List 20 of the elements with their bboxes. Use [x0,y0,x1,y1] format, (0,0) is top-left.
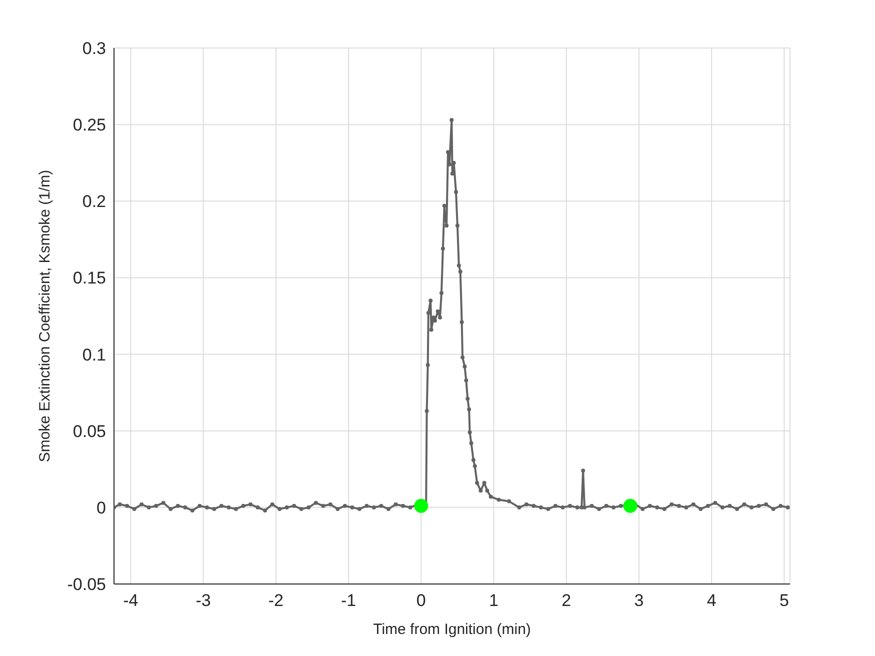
x-tick-label: 0 [416,591,426,610]
y-tick-label: 0.15 [72,268,106,288]
x-tick-label: -4 [123,591,138,610]
x-tick-label: 3 [634,591,644,610]
x-tick-label: 2 [562,591,572,610]
y-tick-label: 0.1 [82,345,106,364]
x-tick-label: -1 [340,591,356,610]
x-axis-title: Time from Ignition (min) [373,621,531,638]
y-axis-title: Smoke Extinction Coefficient, Ksmoke (1/m) [36,170,54,462]
y-tick-label: 0 [96,498,106,518]
y-tick-label: -0.05 [67,575,106,594]
x-tick-label: 5 [779,591,789,610]
y-tick-label: 0.2 [82,192,106,212]
x-tick-label: -3 [196,591,211,610]
x-tick-label: -2 [268,591,284,610]
y-tick-label: 0.3 [82,39,106,58]
y-tick-label: 0.05 [72,422,106,441]
x-tick-label: 1 [489,591,498,610]
y-tick-label: 0.25 [72,116,106,135]
x-tick-label: 4 [706,591,716,610]
